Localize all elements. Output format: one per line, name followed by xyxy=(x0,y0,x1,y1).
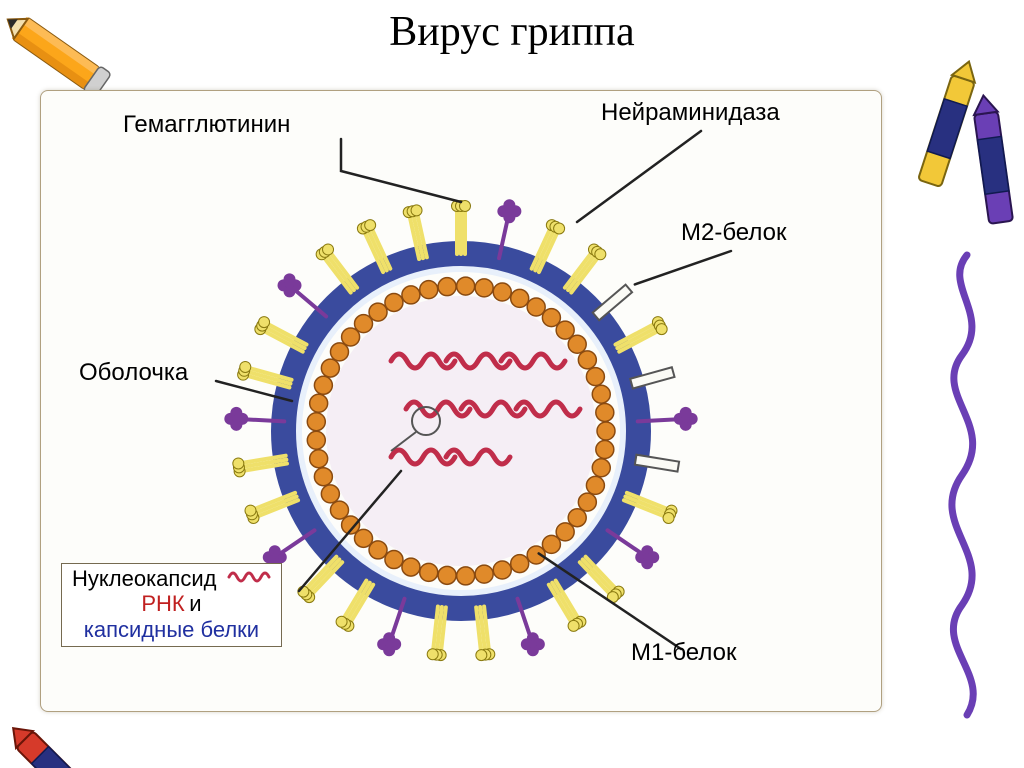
crayons-decoration-icon xyxy=(912,55,1022,755)
label-neuraminidase: Нейраминидаза xyxy=(601,99,780,127)
label-nucleocapsid: Нуклеокапсид xyxy=(72,566,216,591)
label-capsid-proteins: капсидные белки xyxy=(72,617,271,642)
label-hemagglutinin: Гемагглютинин xyxy=(123,111,290,139)
rna-glyph-icon xyxy=(227,568,271,591)
label-nucleocapsid-box: Нуклеокапсид РНК и капсидные белки xyxy=(61,563,282,647)
label-m1-protein: М1-белок xyxy=(631,639,736,667)
virus-diagram-frame: Гемагглютинин Нейраминидаза М2-белок Обо… xyxy=(40,90,882,712)
label-rna: РНК xyxy=(141,591,184,616)
slide-title: Вирус гриппа xyxy=(0,8,1024,56)
label-m2-protein: М2-белок xyxy=(681,219,786,247)
label-envelope: Оболочка xyxy=(79,359,188,387)
